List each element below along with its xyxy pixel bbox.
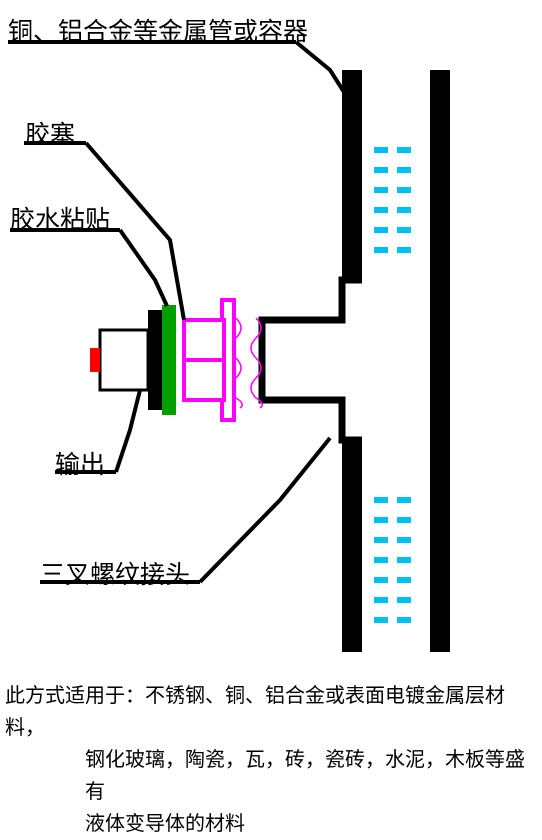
output-leader — [116, 390, 140, 472]
sensor-tip — [90, 348, 100, 372]
tee-leader — [200, 438, 330, 582]
caption-line3: 液体变导体的材料 — [5, 808, 542, 840]
black-flange — [148, 310, 162, 410]
glue-layer — [162, 305, 176, 415]
sensor-body — [100, 330, 148, 390]
diagram-svg — [0, 0, 542, 766]
title-leader — [296, 42, 344, 92]
glue-leader — [120, 230, 167, 306]
pipe-wall-right — [430, 70, 450, 652]
